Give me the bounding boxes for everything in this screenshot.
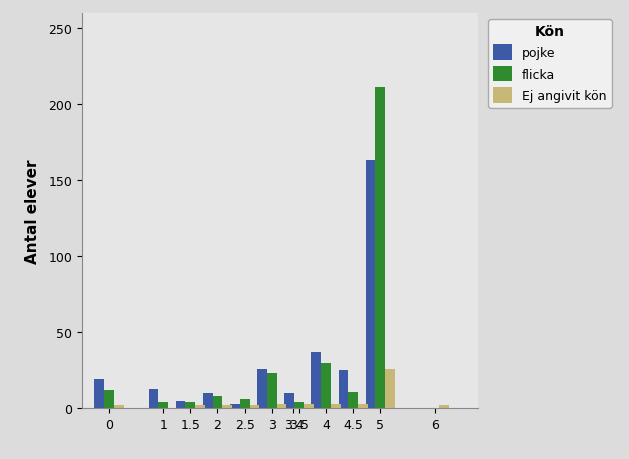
Bar — [440, 405, 449, 409]
Bar — [230, 404, 240, 409]
Bar — [186, 403, 195, 409]
Bar — [284, 393, 294, 409]
Bar — [195, 405, 205, 409]
Bar — [213, 397, 223, 409]
Bar — [94, 380, 104, 409]
Bar — [365, 161, 376, 409]
Bar — [114, 405, 123, 409]
Bar — [159, 403, 168, 409]
Bar — [294, 403, 304, 409]
Bar — [240, 399, 250, 409]
Bar — [175, 401, 186, 409]
Bar — [338, 370, 348, 409]
Bar — [223, 405, 232, 409]
Bar — [148, 389, 159, 409]
Bar — [385, 369, 395, 409]
Bar — [331, 404, 341, 409]
Bar — [104, 390, 114, 409]
Bar — [321, 363, 331, 409]
Bar — [250, 405, 259, 409]
Bar — [304, 404, 314, 409]
Bar — [358, 404, 368, 409]
Bar — [376, 88, 385, 409]
Bar — [348, 392, 358, 409]
Bar — [267, 374, 277, 409]
Bar — [311, 353, 321, 409]
Bar — [257, 369, 267, 409]
Y-axis label: Antal elever: Antal elever — [25, 159, 40, 263]
Bar — [279, 405, 289, 409]
Legend: pojke, flicka, Ej angivit kön: pojke, flicka, Ej angivit kön — [488, 20, 611, 108]
Bar — [203, 393, 213, 409]
Bar — [277, 404, 286, 409]
